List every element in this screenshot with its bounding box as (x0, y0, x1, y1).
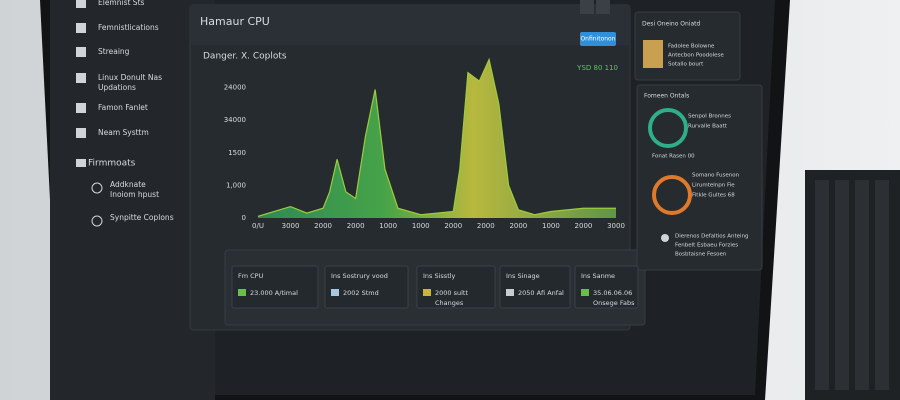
main-header (190, 5, 630, 45)
y-tick-label: 1500 (228, 149, 246, 157)
stat-swatch (238, 289, 246, 296)
stat-swatch (331, 289, 339, 296)
sidebar-section: Firmmoats (88, 159, 136, 169)
panel-title: Fomeen Ontals (644, 93, 689, 100)
panel-line: Fadolee Bolowne (668, 44, 715, 50)
panel-line: Antecbon Poodolese (668, 53, 724, 59)
gauge-text: Somano Fusenon (692, 173, 740, 179)
button-bg[interactable] (580, 32, 616, 46)
stat-card (416, 265, 496, 309)
sidebar-icon (91, 215, 103, 227)
x-tick-label: 2000 (477, 222, 495, 230)
sidebar-icon (91, 182, 103, 194)
stat-swatch (506, 289, 514, 296)
sidebar-item: Neam Systtm (98, 128, 149, 137)
x-tick-label: 1000 (542, 222, 560, 230)
button[interactable]: Onfinitonon (580, 36, 615, 43)
sidebar-item: Femnistlications (98, 23, 159, 32)
stat-extra: Changes (435, 299, 464, 307)
stat-card (231, 265, 319, 309)
sidebar-item-sub: Updations (98, 83, 136, 92)
stat-swatch (581, 289, 589, 296)
sidebar-icon (76, 0, 86, 8)
stat-value: 2000 sultt (435, 289, 468, 297)
x-tick-label: 1000 (412, 222, 430, 230)
panel-footer: Bosbtaisne Fesoen (675, 252, 727, 258)
rack-slot (875, 180, 889, 390)
gauge-text: Fitkle Gultes 68 (692, 193, 735, 199)
stat-extra: Onsege Fabs (593, 299, 635, 307)
panel-line: Sotallo bourt (668, 62, 704, 68)
stat-value: 2002 Stmd (343, 289, 379, 297)
y-tick-label: 0 (242, 214, 246, 222)
x-tick-label: 2000 (314, 222, 332, 230)
x-tick-label: 2000 (444, 222, 462, 230)
x-tick-label: 2000 (575, 222, 593, 230)
status-dot (661, 234, 669, 242)
stat-label: Ins Sinage (506, 272, 540, 280)
x-tick-label: 3000 (282, 222, 300, 230)
y-tick-label: 1,000 (226, 181, 246, 189)
rack-slot (815, 180, 829, 390)
x-tick-label: 2000 (509, 222, 527, 230)
sidebar-item: Famon Fanlet (98, 103, 148, 112)
sidebar-subitem-sub: Inoiom hpust (110, 190, 159, 199)
stat-value: 35.06.06.06 (593, 289, 632, 297)
sidebar-subitem: Addknate (110, 180, 146, 189)
sidebar-subitem: Synpitte Coplons (110, 213, 174, 222)
rack-slot (835, 180, 849, 390)
stat-value: 2050 Afi Anfal (518, 289, 564, 297)
stat-card (499, 265, 571, 309)
x-tick-label: 2000 (347, 222, 365, 230)
gauge-text: Lirumtelnpn Fie (692, 183, 735, 189)
sidebar-icon (76, 47, 86, 57)
line (257, 57, 616, 217)
stat-label: Ins Sanme (581, 272, 615, 280)
window-button[interactable] (580, 0, 594, 14)
rack-slot (855, 180, 869, 390)
side-panel (636, 84, 763, 271)
sidebar-icon (76, 128, 86, 138)
y-tick-label: 24000 (224, 84, 246, 92)
stat-card (574, 265, 639, 309)
sidebar-item: Elemnist Sts (98, 0, 145, 7)
stat-value: 23.000 A/timal (250, 289, 298, 297)
stat-label: Ins Sisstly (423, 272, 456, 280)
chart-title: Danger. X. Coplots (203, 52, 287, 62)
sidebar-icon (76, 73, 86, 83)
sidebar-icon (76, 23, 86, 33)
sidebar-icon (76, 103, 86, 113)
sidebar-icon (76, 159, 86, 167)
x-tick-label: 3000 (607, 222, 625, 230)
sidebar-item: Linux Donult Nas (98, 73, 162, 82)
sidebar (50, 0, 215, 400)
gauge-text: Fonat Rasen 00 (652, 154, 695, 160)
gauge (648, 108, 688, 148)
gauge-text: Senpol Bronnes (688, 114, 731, 120)
panel-icon (643, 40, 663, 68)
x-tick-label: 1000 (379, 222, 397, 230)
gauge (652, 175, 692, 215)
y-tick-label: 34000 (224, 116, 246, 124)
sidebar-item: Streaing (98, 47, 130, 56)
status: YSD 80 110 (576, 64, 618, 72)
stat-label: Fm CPU (238, 272, 264, 280)
stat-swatch (423, 289, 431, 296)
main-title: Hamaur CPU (200, 15, 270, 28)
window-button[interactable] (596, 0, 610, 14)
panel-footer: Fenbelt Esbaeu Forzies (675, 243, 738, 249)
x-tick-label: 0/U (252, 222, 264, 230)
panel-title: Desi Oneino Oniatd (642, 21, 700, 28)
panel-footer: Dierenos Defaltios Anteing (675, 234, 749, 240)
gauge-text: Rurvalle Baatt (688, 124, 728, 130)
stat-label: Ins Sostrury vood (331, 272, 388, 280)
stat-card (324, 265, 409, 309)
